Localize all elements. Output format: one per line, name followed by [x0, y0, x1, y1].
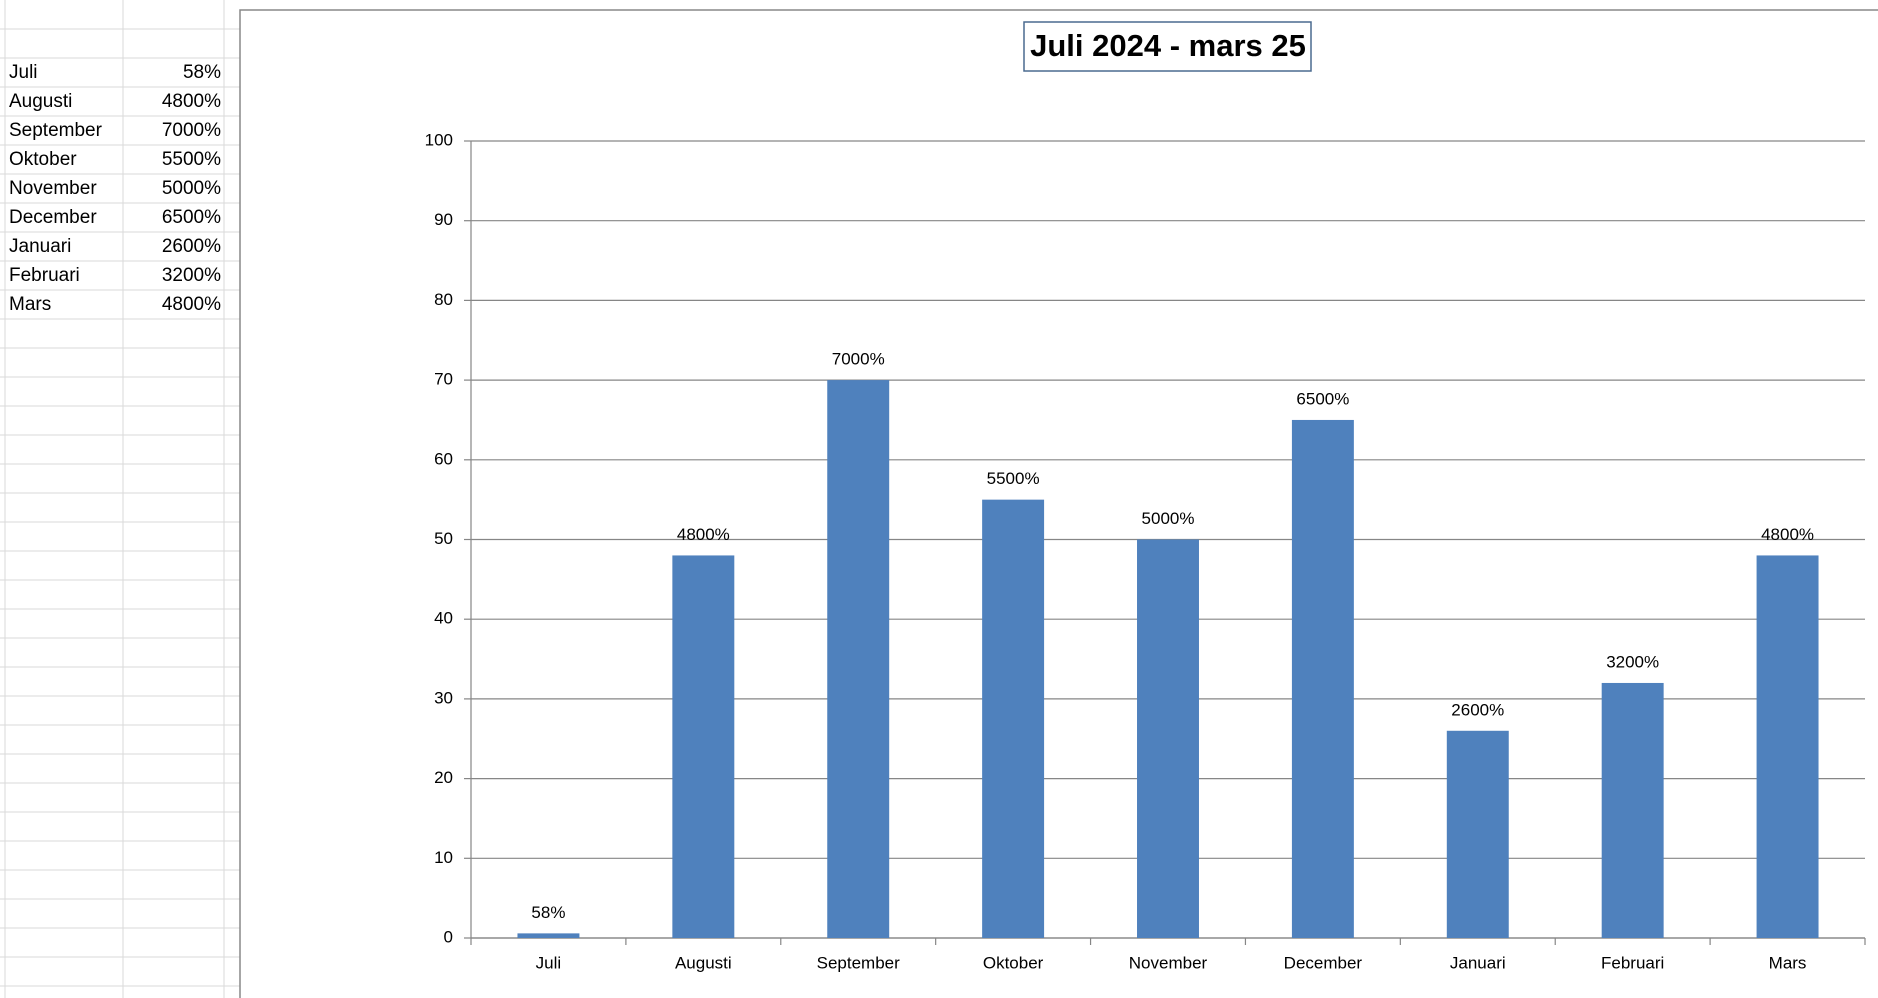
x-tick-label: Januari	[1450, 953, 1506, 972]
data-label: 3200%	[1606, 652, 1659, 671]
y-tick-label: 100	[425, 130, 453, 149]
x-tick-label: Oktober	[983, 953, 1044, 972]
y-tick-label: 20	[434, 768, 453, 787]
x-tick-label: Mars	[1769, 953, 1807, 972]
cell-value: 3200%	[162, 265, 221, 286]
cell-value: 2600%	[162, 236, 221, 257]
y-tick-label: 70	[434, 370, 453, 389]
cell-value: 6500%	[162, 207, 221, 228]
y-tick-label: 30	[434, 688, 453, 707]
y-tick-label: 10	[434, 848, 453, 867]
title-box	[1023, 21, 1312, 72]
cell-month: Juli	[9, 62, 38, 83]
chart-title: Juli 2024 - mars 25	[1030, 28, 1306, 63]
cell-month: November	[9, 178, 97, 199]
cell-value: 7000%	[162, 120, 221, 141]
bar	[982, 499, 1045, 938]
data-label: 4800%	[677, 525, 730, 544]
bar	[1291, 419, 1354, 938]
cell-month: Februari	[9, 265, 80, 286]
bar	[517, 933, 580, 938]
chart: Juli 2024 - mars 25 0 10 20 30 40 50 60 70 80 90 1…	[425, 21, 1866, 972]
x-tick-label: Augusti	[675, 953, 732, 972]
x-tick-label: December	[1284, 953, 1363, 972]
cell-month: December	[9, 207, 97, 228]
cell-value: 4800%	[162, 294, 221, 315]
sheet-grid: Juli 58% Augusti 4800% September 7000% Oktober…	[0, 0, 240, 998]
data-label: 7000%	[832, 350, 885, 369]
cell-value: 5500%	[162, 149, 221, 170]
cell-month: Januari	[9, 236, 71, 257]
cell-month: Mars	[9, 294, 51, 315]
data-label: 5000%	[1142, 509, 1195, 528]
cell-value: 4800%	[162, 91, 221, 112]
data-label: 58%	[531, 903, 565, 922]
x-tick-label: Februari	[1601, 953, 1664, 972]
bar	[1601, 682, 1664, 938]
cell-month: Augusti	[9, 91, 72, 112]
bar	[1756, 555, 1819, 938]
cell-value: 5000%	[162, 178, 221, 199]
data-label: 4800%	[1761, 525, 1814, 544]
x-tick-label: Juli	[536, 953, 562, 972]
data-label: 6500%	[1296, 389, 1349, 408]
y-tick-label: 40	[434, 609, 453, 628]
y-tick-label: 60	[434, 449, 453, 468]
data-label: 2600%	[1451, 700, 1504, 719]
x-tick-label: September	[817, 953, 900, 972]
cell-value: 58%	[183, 62, 221, 83]
y-tick-label: 0	[444, 927, 453, 946]
data-label: 5500%	[987, 469, 1040, 488]
x-tick-label: November	[1129, 953, 1208, 972]
bar	[827, 380, 890, 939]
cell-month: Oktober	[9, 149, 77, 170]
y-tick-label: 80	[434, 290, 453, 309]
bar	[1446, 730, 1509, 938]
y-tick-label: 50	[434, 529, 453, 548]
bar	[1137, 539, 1199, 938]
y-tick-label: 90	[434, 210, 453, 229]
cell-month: September	[9, 120, 103, 141]
bar	[672, 555, 735, 938]
